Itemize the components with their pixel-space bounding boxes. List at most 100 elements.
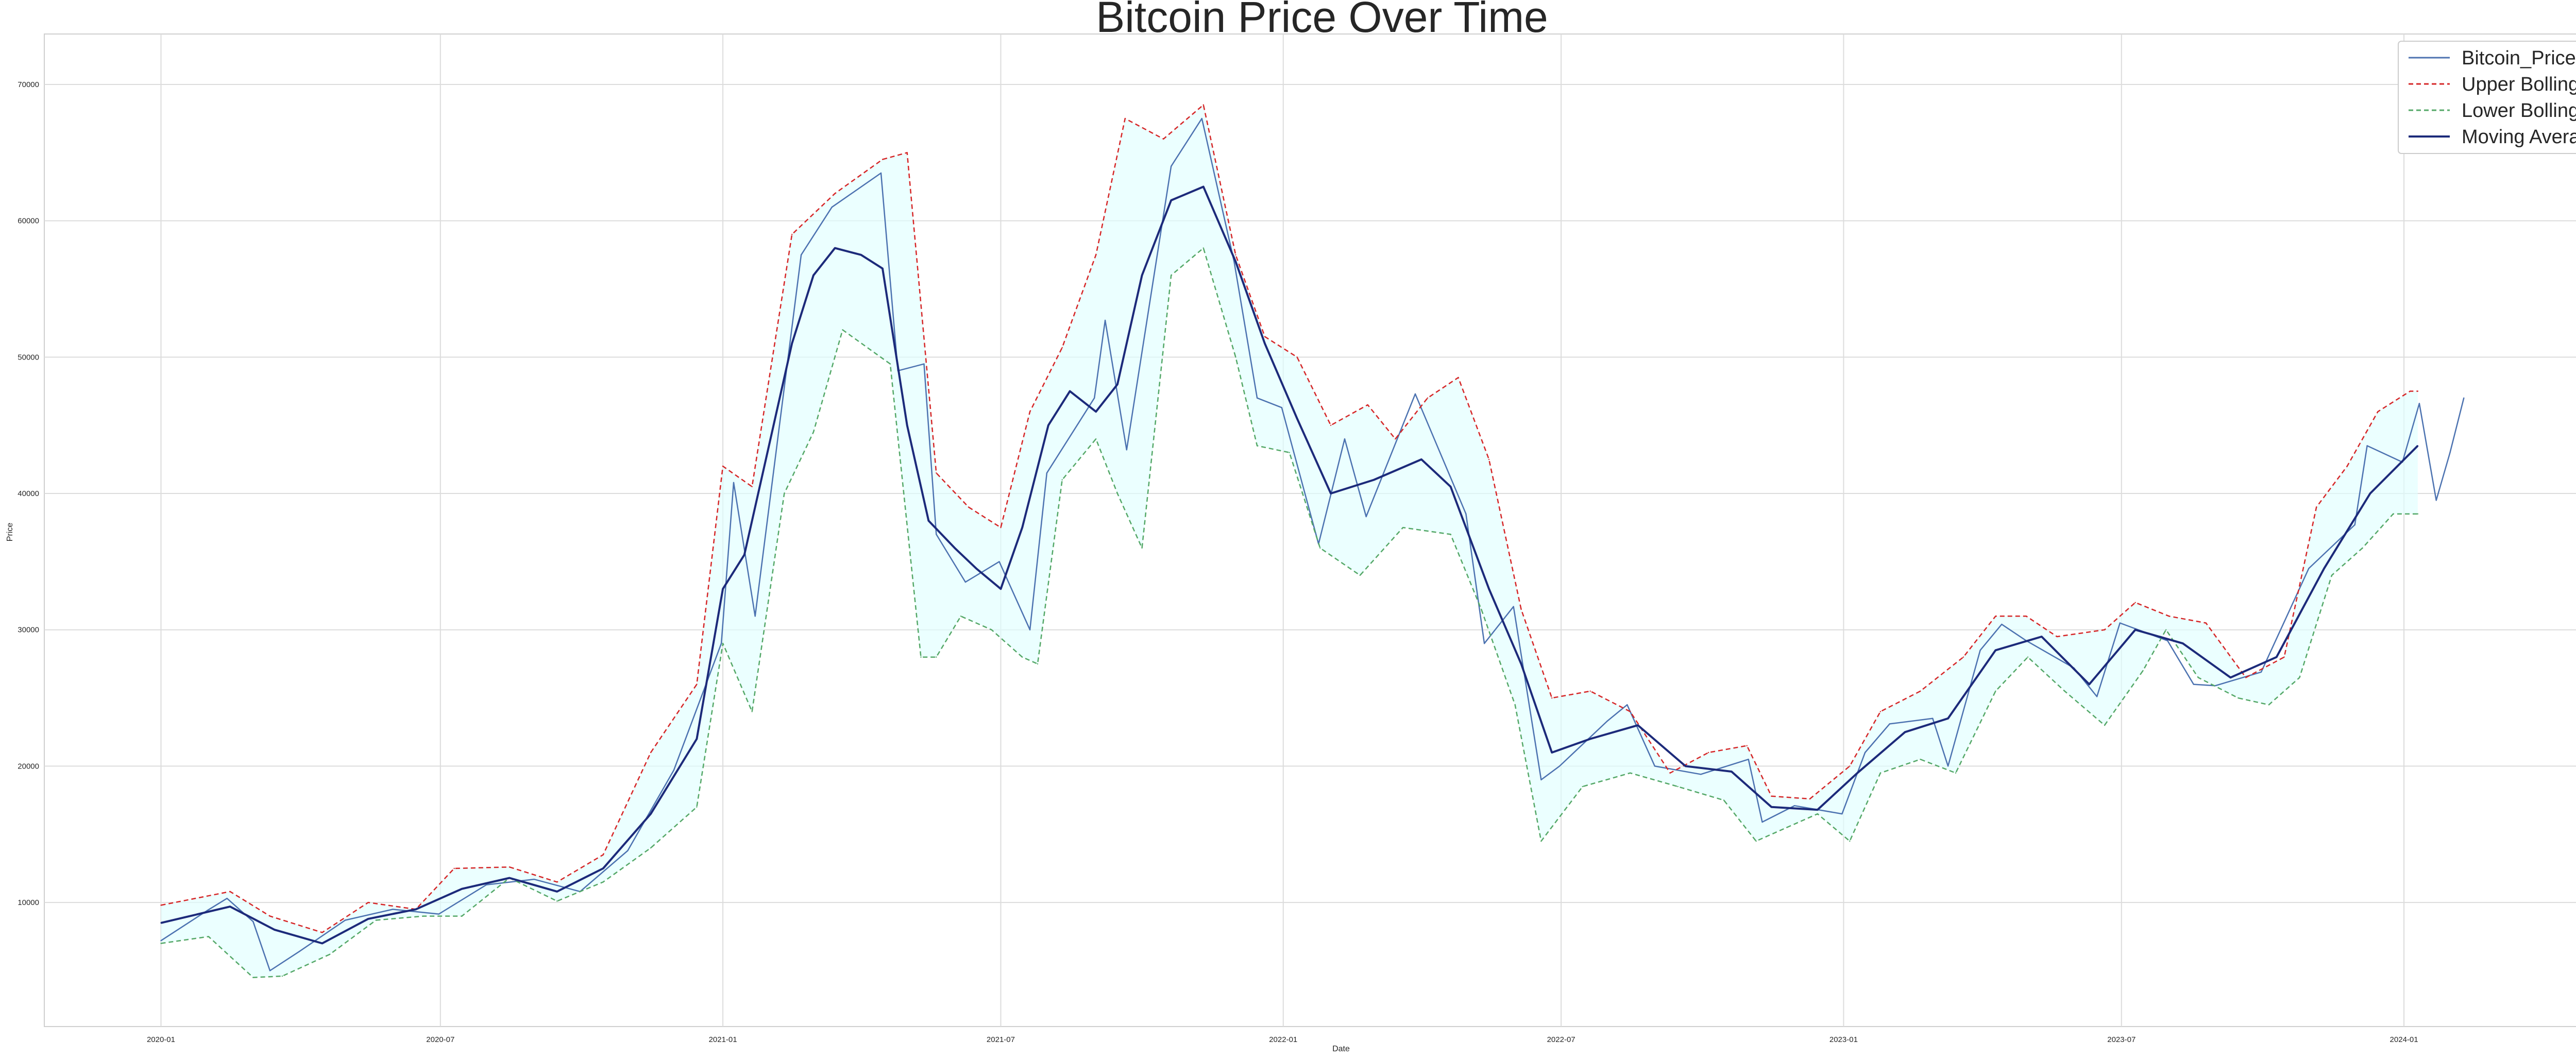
moving-average-point xyxy=(1069,390,1071,392)
bitcoin-price-point xyxy=(1748,759,1749,760)
moving-average-point xyxy=(650,813,652,815)
moving-average-point xyxy=(1551,751,1553,754)
y-tick-label: 40000 xyxy=(18,489,39,498)
moving-average-point xyxy=(2182,643,2184,644)
bitcoin-price-point xyxy=(1654,765,1656,767)
bitcoin-price-point xyxy=(1344,438,1346,440)
bitcoin-price-point xyxy=(880,172,882,174)
bitcoin-price-point xyxy=(754,616,756,617)
moving-average-point xyxy=(954,547,956,549)
lower-bollinger-band-point xyxy=(2064,690,2065,692)
bitcoin-price-point xyxy=(1414,393,1416,395)
series-lines xyxy=(160,104,2465,978)
y-tick-label: 60000 xyxy=(18,217,39,226)
x-tick-label: 2020-01 xyxy=(147,1035,175,1044)
moving-average-point xyxy=(1637,724,1639,726)
upper-bollinger-band-point xyxy=(1746,745,1748,746)
upper-bollinger-band-point xyxy=(2025,616,2027,617)
lower-bollinger-band-point xyxy=(1786,827,1788,828)
lower-bollinger-band-point xyxy=(2142,670,2144,672)
bitcoin-price-point xyxy=(344,919,346,921)
lower-bollinger-band-point xyxy=(889,363,891,365)
upper-bollinger-band-point xyxy=(2056,636,2058,638)
lower-bollinger-band-point xyxy=(1289,452,1290,453)
moving-average-point xyxy=(770,438,771,440)
bitcoin-price-point xyxy=(438,913,439,915)
lower-bollinger-band-point xyxy=(208,936,209,937)
upper-bollinger-band-point xyxy=(2346,465,2348,467)
bitcoin-price-point xyxy=(1606,720,1608,722)
moving-average-point xyxy=(2134,629,2136,630)
lower-bollinger-band-point xyxy=(2197,677,2199,678)
upper-bollinger-band-point xyxy=(2316,506,2317,508)
bitcoin-price-point xyxy=(1558,765,1561,767)
moving-average-point xyxy=(722,588,724,590)
upper-bollinger-band-point xyxy=(160,904,162,906)
moving-average-point xyxy=(743,554,745,556)
upper-bollinger-band-point xyxy=(2377,411,2379,413)
moving-average-point xyxy=(461,888,463,890)
upper-bollinger-band-point xyxy=(2168,616,2170,617)
bitcoin-price-point xyxy=(1932,718,1934,720)
upper-bollinger-band-point xyxy=(1235,254,1236,255)
upper-bollinger-band-point xyxy=(650,751,652,754)
bitcoin-price-point xyxy=(1465,513,1467,515)
lower-bollinger-band-point xyxy=(1061,479,1063,481)
moving-average-point xyxy=(1095,411,1097,413)
lower-bollinger-band-point xyxy=(1540,840,1542,842)
upper-bollinger-band-point xyxy=(722,465,724,467)
tick-labels: 2020-01 2020-07 2021-01 2021-07 2022-01 2022-… xyxy=(18,80,2418,1044)
legend-label-bitcoin-price: Bitcoin_Price xyxy=(2462,47,2576,69)
lower-bollinger-band-line xyxy=(161,247,2418,978)
moving-average-point xyxy=(1000,588,1002,590)
moving-average-point xyxy=(2323,568,2325,569)
bitcoin-price-point xyxy=(1979,650,1981,651)
upper-bollinger-band-point xyxy=(906,152,908,153)
upper-bollinger-band-point xyxy=(1202,104,1204,106)
upper-bollinger-band-point xyxy=(1124,117,1126,119)
bitcoin-price-point xyxy=(2463,397,2465,399)
bitcoin-price-point xyxy=(1761,821,1763,823)
bitcoin-price-point xyxy=(733,482,735,484)
moving-average-point xyxy=(1731,771,1733,773)
upper-bollinger-band-point xyxy=(367,901,369,903)
upper-bollinger-band-point xyxy=(2417,390,2419,392)
lower-bollinger-band-point xyxy=(375,919,377,921)
upper-bollinger-band-point xyxy=(1367,404,1368,406)
upper-bollinger-band-point xyxy=(834,193,836,194)
upper-bollinger-band-point xyxy=(556,881,558,883)
plot-area xyxy=(44,33,2576,1027)
bitcoin-price-point xyxy=(1700,774,1702,775)
bitcoin-price-point xyxy=(2001,623,2003,625)
lower-bollinger-band-point xyxy=(1235,356,1236,358)
lower-bollinger-band-point xyxy=(2027,656,2029,658)
lower-bollinger-band-point xyxy=(1037,663,1039,665)
lower-bollinger-band-point xyxy=(1755,840,1757,842)
upper-bollinger-band-point xyxy=(1995,616,1996,617)
lower-bollinger-band-point xyxy=(1514,704,1516,706)
legend-label-moving-average: Moving Average xyxy=(2462,126,2576,148)
lower-bollinger-band-point xyxy=(1817,813,1818,815)
moving-average-point xyxy=(2417,445,2419,447)
upper-bollinger-band-point xyxy=(453,867,455,869)
lower-bollinger-band-point xyxy=(784,492,785,494)
x-tick-label: 2023-01 xyxy=(1829,1035,1858,1044)
y-axis-label: Price xyxy=(6,523,14,542)
moving-average-point xyxy=(2276,656,2277,658)
lower-bollinger-band-point xyxy=(1955,772,1957,774)
bitcoin-price-line xyxy=(160,117,2465,971)
moving-average-point xyxy=(1171,199,1172,201)
lower-bollinger-band-point xyxy=(696,806,698,808)
y-tick-label: 10000 xyxy=(18,898,39,907)
lower-bollinger-band-point xyxy=(1141,547,1143,549)
moving-average-point xyxy=(1589,738,1591,740)
moving-average-point xyxy=(1373,479,1375,481)
moving-average-point xyxy=(834,247,836,249)
lower-bollinger-band-point xyxy=(281,975,283,977)
moving-average-point xyxy=(1264,343,1266,345)
upper-bollinger-band-point xyxy=(1708,751,1709,754)
legend: Bitcoin_Price Upper Bollinger Band Lower B… xyxy=(2398,41,2576,154)
moving-average-point xyxy=(2230,677,2231,678)
lower-bollinger-band-point xyxy=(1723,799,1725,801)
upper-bollinger-band-point xyxy=(2205,622,2207,624)
